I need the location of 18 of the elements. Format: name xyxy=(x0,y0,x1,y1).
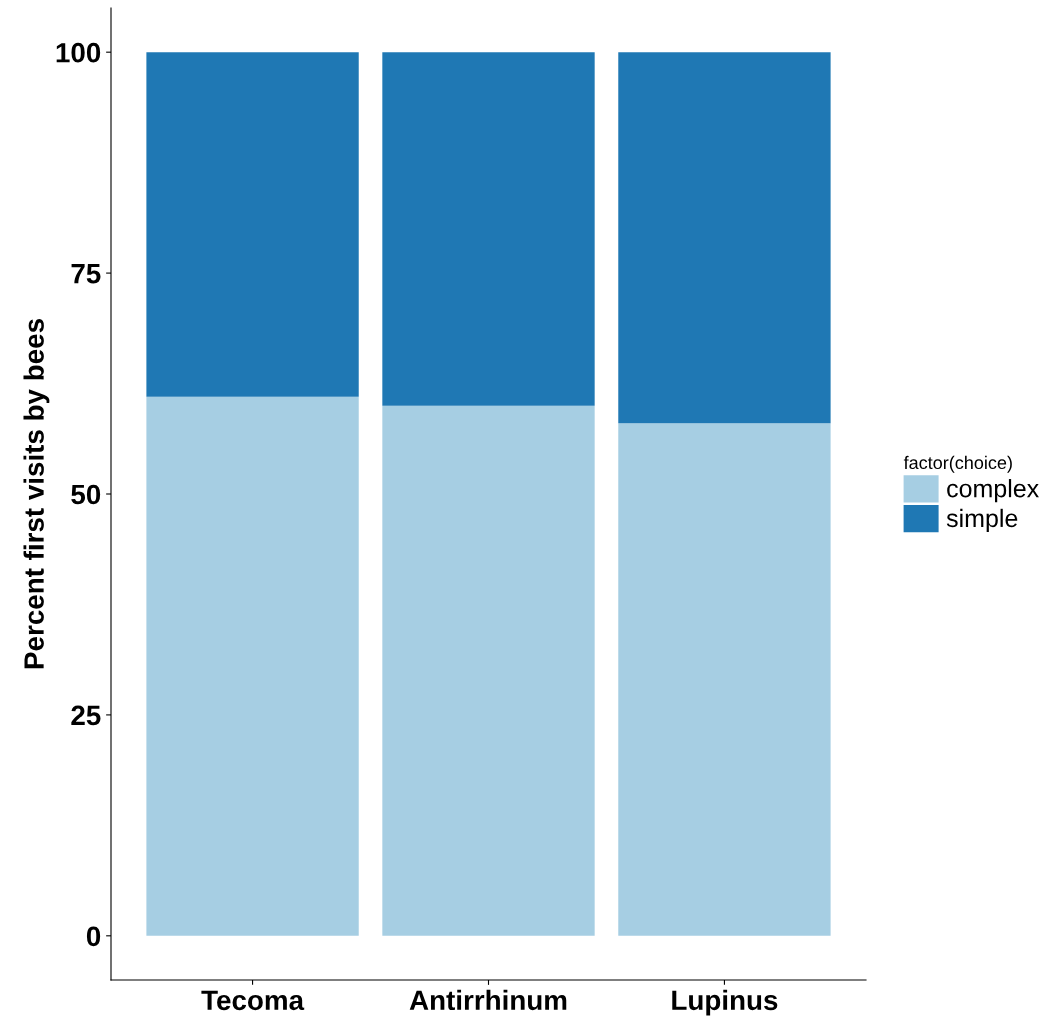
y-tick-label: 100 xyxy=(56,42,101,63)
x-tick-label: Tecoma xyxy=(201,990,305,1011)
legend-label: complex xyxy=(947,479,1039,503)
bar xyxy=(618,52,831,424)
bar xyxy=(382,52,595,406)
x-tick-label: Antirrhinum xyxy=(409,989,567,1011)
bar xyxy=(146,396,359,936)
legend-title: factor(choice) xyxy=(903,455,1012,473)
y-tick-label: 25 xyxy=(71,705,101,726)
bar xyxy=(618,423,831,936)
y-tick-label: 0 xyxy=(86,926,101,947)
legend-label: simple xyxy=(946,508,1018,533)
y-tick-label: 75 xyxy=(71,264,101,284)
bar xyxy=(382,405,595,936)
y-tick-label: 50 xyxy=(71,484,101,505)
bar xyxy=(146,52,359,397)
y-axis-title: Percent first visits by bees xyxy=(23,319,50,669)
x-tick-label: Lupinus xyxy=(672,989,778,1016)
